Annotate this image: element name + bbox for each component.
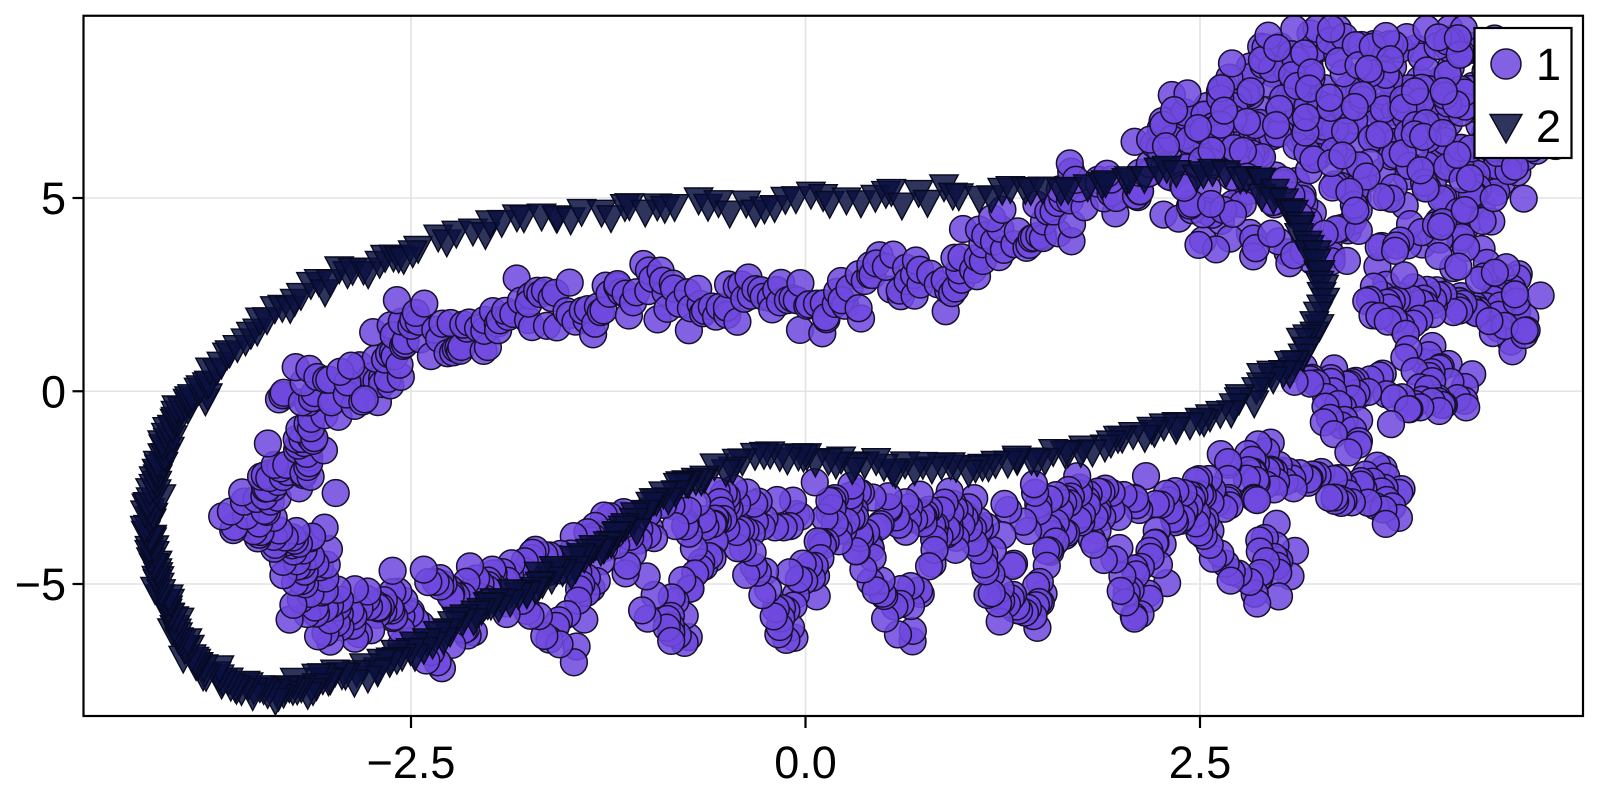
svg-text:−2.5: −2.5 [367,737,456,788]
svg-text:−5: −5 [15,559,66,610]
svg-text:1: 1 [1536,39,1561,90]
svg-text:0: 0 [41,366,66,417]
svg-text:0.0: 0.0 [774,737,837,788]
svg-text:2.5: 2.5 [1169,737,1232,788]
svg-text:2: 2 [1536,101,1561,152]
svg-text:5: 5 [41,173,66,224]
